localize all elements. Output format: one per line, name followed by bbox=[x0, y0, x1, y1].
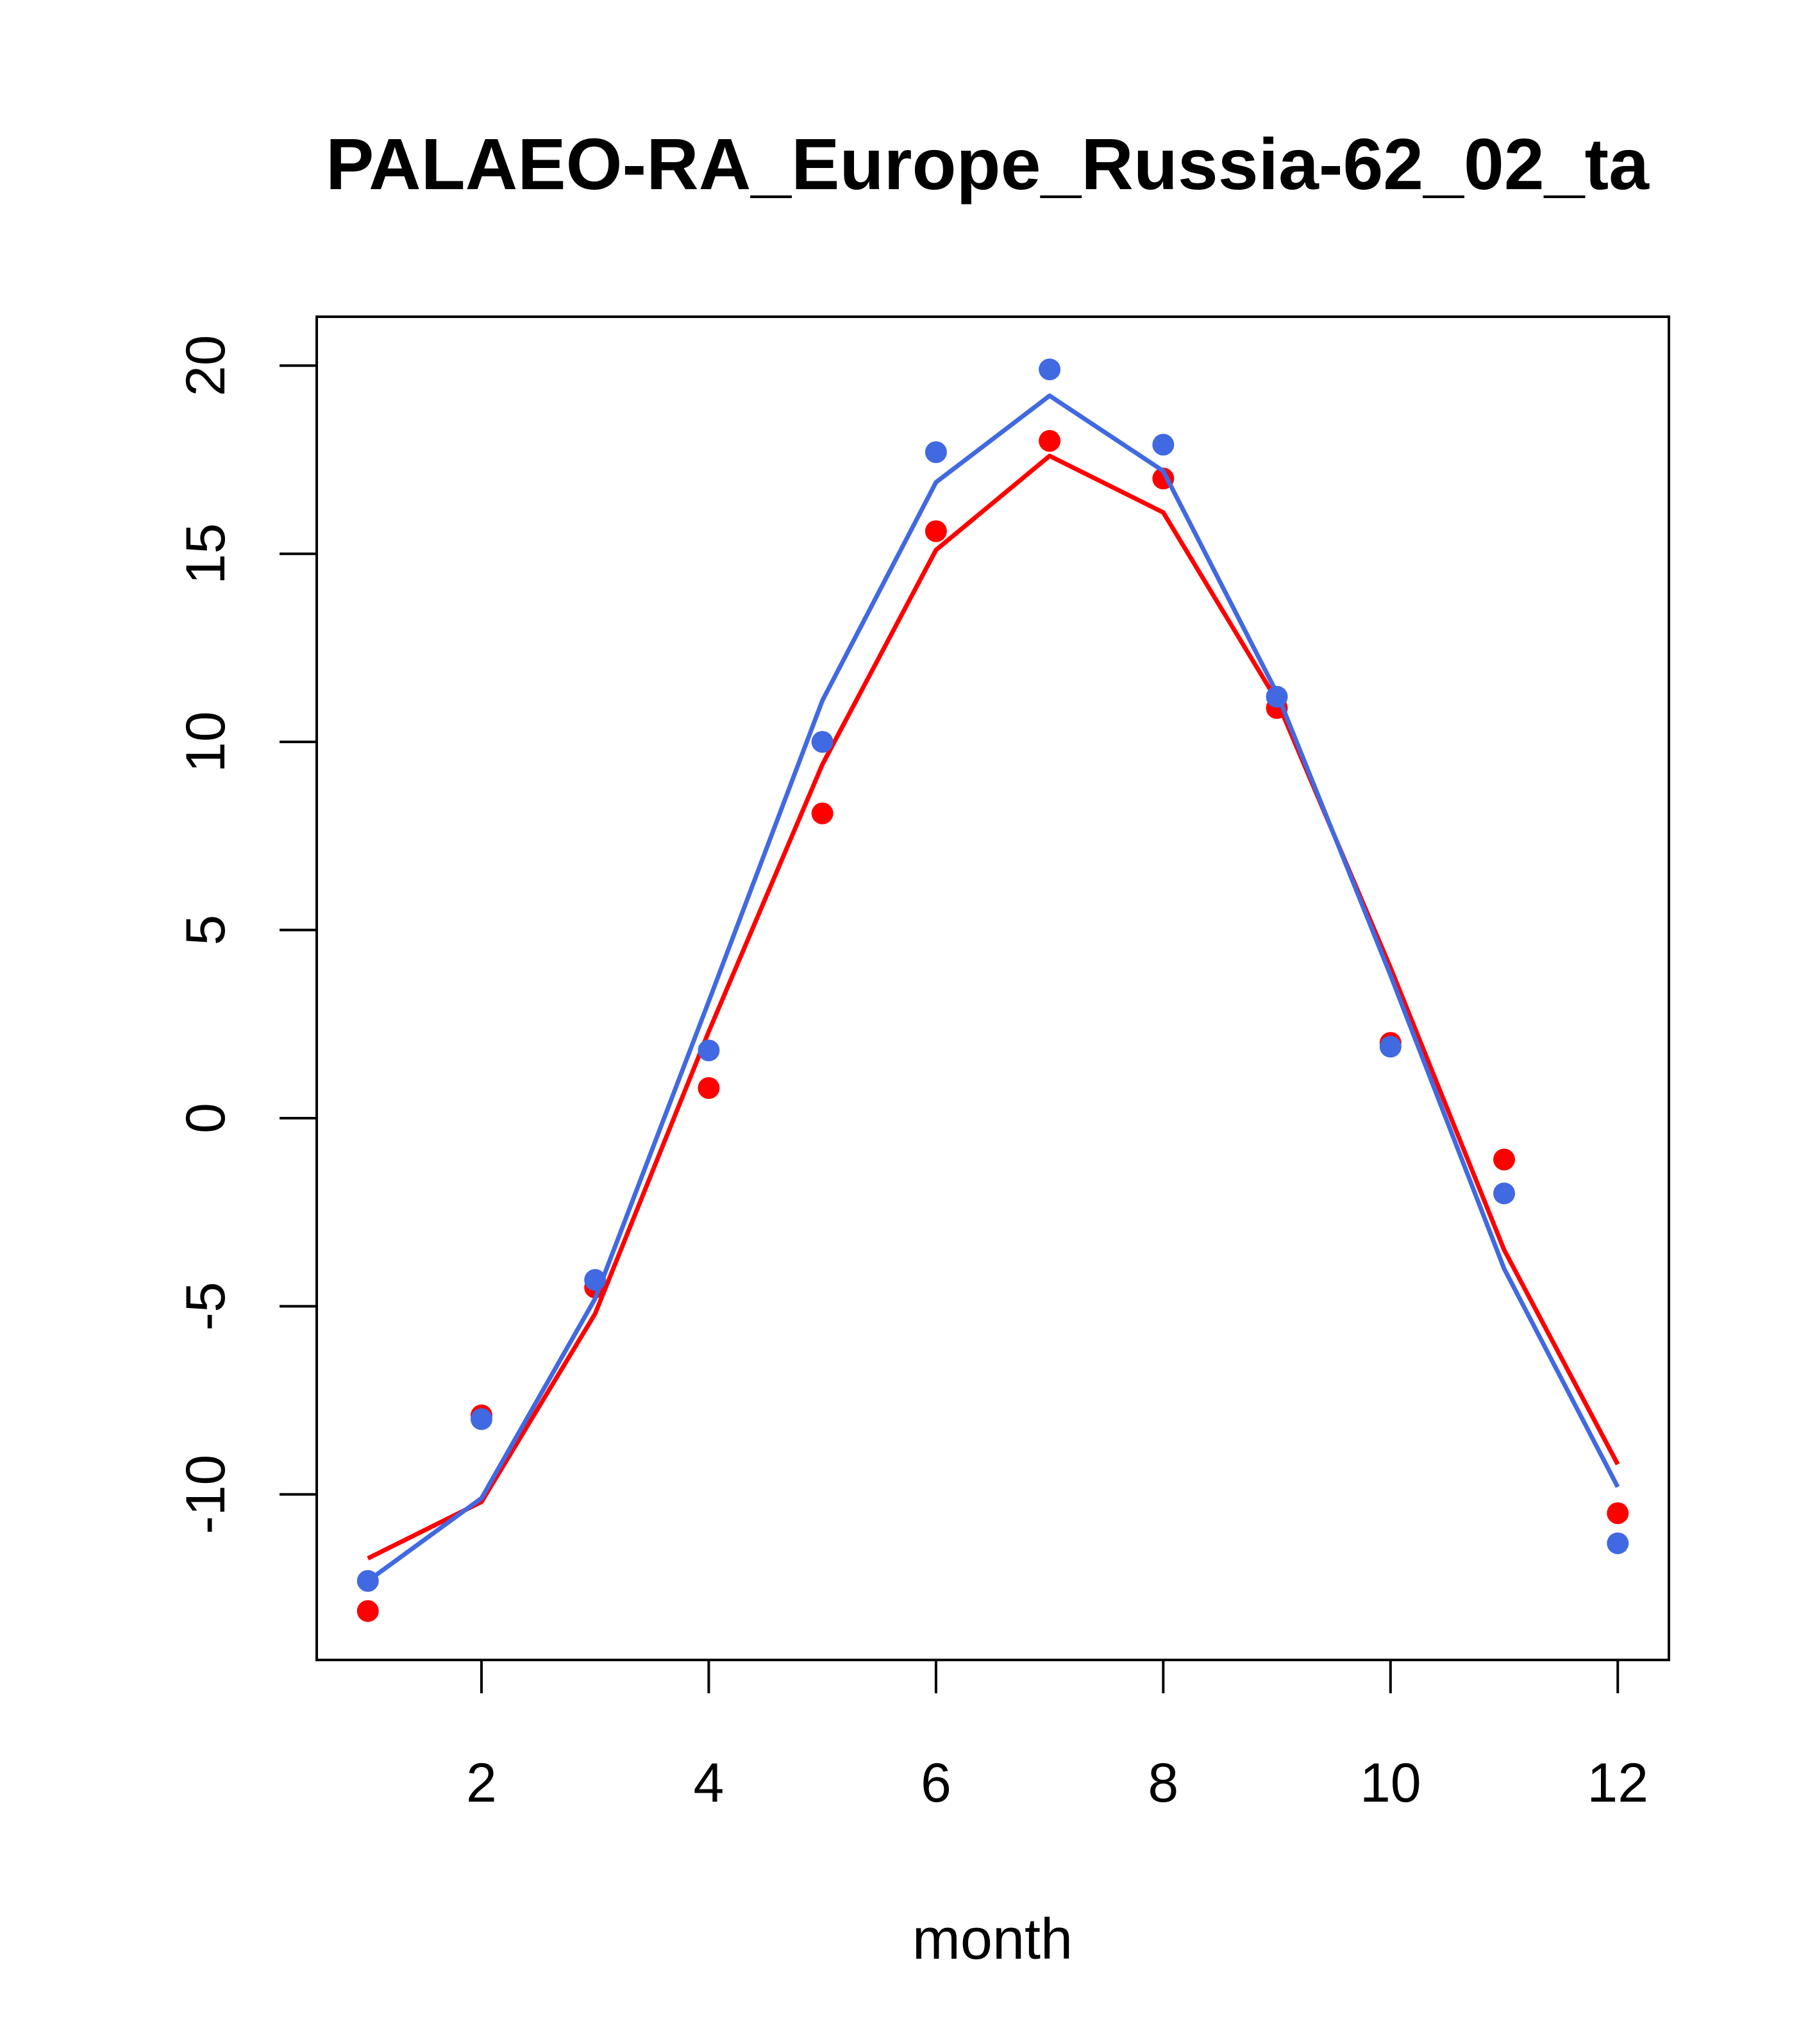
series-layer bbox=[356, 358, 1629, 1622]
series-2-point bbox=[1493, 1182, 1516, 1205]
x-tick-label: 6 bbox=[921, 1752, 951, 1814]
series-2 bbox=[356, 358, 1629, 1592]
series-2-line bbox=[366, 393, 1620, 1583]
y-tick-label: -10 bbox=[175, 1455, 237, 1534]
series-2-point bbox=[1607, 1532, 1629, 1555]
series-2-point bbox=[811, 731, 833, 753]
series-1-point bbox=[811, 802, 833, 825]
series-2-point bbox=[925, 441, 947, 464]
series-2-point bbox=[470, 1408, 492, 1430]
series-2-point bbox=[1379, 1035, 1402, 1058]
x-axis: 2 4 6 8 10 12 bbox=[466, 1659, 1648, 1814]
x-axis-title: month bbox=[912, 1907, 1073, 1972]
y-axis: -10 -5 0 5 10 15 20 bbox=[175, 335, 318, 1534]
series-1 bbox=[356, 430, 1629, 1622]
x-tick-label: 8 bbox=[1148, 1752, 1178, 1814]
y-tick-label: 0 bbox=[175, 1103, 237, 1134]
series-1-point bbox=[698, 1077, 720, 1100]
x-tick-label: 4 bbox=[694, 1752, 724, 1814]
series-1-point bbox=[356, 1600, 379, 1622]
series-1-point bbox=[925, 520, 947, 542]
y-tick-label: 20 bbox=[175, 335, 237, 396]
series-2-point bbox=[356, 1570, 379, 1592]
plot-frame bbox=[315, 315, 1670, 1661]
x-tick-label: 2 bbox=[466, 1752, 497, 1814]
x-tick-label: 12 bbox=[1587, 1752, 1648, 1814]
y-tick-label: 5 bbox=[175, 915, 237, 946]
series-1-point bbox=[1039, 430, 1061, 452]
series-1-line bbox=[367, 453, 1620, 1561]
series-1-point bbox=[1493, 1148, 1516, 1171]
series-2-point bbox=[1266, 685, 1288, 708]
series-2-point bbox=[1152, 433, 1175, 456]
y-tick-label: 15 bbox=[175, 523, 237, 585]
series-2-point bbox=[1039, 358, 1061, 381]
series-1-point bbox=[1607, 1502, 1629, 1525]
x-tick-label: 10 bbox=[1360, 1752, 1421, 1814]
series-2-point bbox=[584, 1269, 607, 1291]
y-tick-label: -5 bbox=[175, 1282, 237, 1330]
y-tick-label: 10 bbox=[175, 711, 237, 773]
series-2-point bbox=[698, 1039, 720, 1062]
chart-title: PALAEO-RA_Europe_Russia-62_02_ta bbox=[326, 124, 1650, 205]
